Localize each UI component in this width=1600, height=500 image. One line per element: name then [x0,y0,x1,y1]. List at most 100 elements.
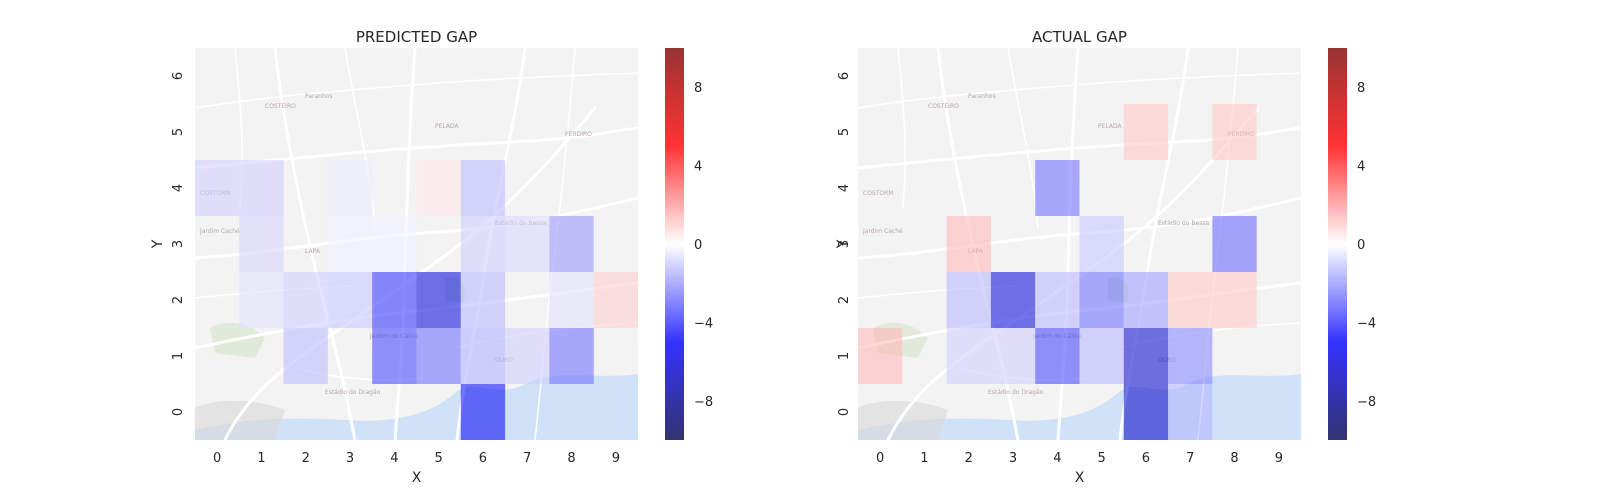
heatmap-cell [460,160,506,216]
heatmap-cell [1168,384,1213,440]
y-axis-label: Y [150,239,166,249]
colorbar-tick-label: −4 [1357,316,1376,331]
heatmap-cell [1035,328,1080,384]
chart-title: PREDICTED GAP [356,28,477,46]
x-tick-labels: 0 1 2 3 4 5 6 7 8 9 [213,451,620,466]
heatmap-cell [1035,272,1080,328]
x-tick-labels: 0 1 2 3 4 5 6 7 8 9 [876,451,1283,466]
colorbar-tick-label: 8 [1357,81,1365,96]
chart-title: ACTUAL GAP [1032,28,1127,46]
heatmap-cell [416,272,461,328]
heatmap-cells [858,104,1257,440]
x-tick-label: 3 [1009,451,1017,466]
heatmap-cell [549,216,594,272]
y-tick-labels: 0 1 2 3 4 5 6 [171,72,186,416]
x-tick-label: 7 [523,451,531,466]
heatmap-cell [549,328,594,384]
y-tick-label: 5 [837,128,852,136]
x-axis-label: X [1075,470,1085,486]
colorbar-tick-label: 0 [1357,238,1365,253]
y-tick-label: 3 [171,240,186,248]
heatmap-cell [946,272,991,328]
map-area [193,46,640,442]
y-tick-label: 4 [171,184,186,192]
y-axis-label: Y [835,239,851,249]
heatmap-cell [593,272,638,328]
x-tick-label: 6 [1142,451,1150,466]
heatmap-cell [990,272,1036,328]
heatmap-cell [239,216,284,272]
x-tick-label: 2 [965,451,973,466]
heatmap-cell [1079,328,1124,384]
x-tick-label: 3 [346,451,354,466]
x-tick-label: 8 [1230,451,1238,466]
heatmap-cell [1212,104,1257,160]
y-tick-label: 0 [171,408,186,416]
colorbar-tick-labels: 8 4 0 −4 −8 [694,81,713,410]
heatmap-cell [1123,384,1169,440]
x-tick-label: 9 [1275,451,1283,466]
heatmap-cell [549,272,594,328]
y-tick-label: 5 [171,128,186,136]
x-tick-label: 1 [920,451,928,466]
x-tick-label: 2 [302,451,310,466]
heatmap-cell [1123,272,1169,328]
heatmap-cell [946,216,991,272]
colorbar-tick-label: −4 [694,316,713,331]
heatmap-cell [505,216,550,272]
heatmap-cell [1035,160,1080,216]
colorbar-tick-label: 4 [1357,160,1365,175]
heatmap-cell [1168,272,1213,328]
heatmap-cell [460,328,506,384]
x-tick-label: 5 [1098,451,1106,466]
heatmap-cell [327,216,373,272]
heatmap-cell [1212,272,1257,328]
heatmap-cell [416,328,461,384]
x-tick-label: 0 [876,451,884,466]
heatmap-panel-predicted: PREDICTED GAP 0 1 2 3 4 5 6 7 8 9 0 1 2 3 4 5 6 X Y 8 4 0… [150,28,713,486]
heatmap-cell [283,272,328,328]
colorbar: 8 4 0 −4 −8 [665,48,713,440]
colorbar: 8 4 0 −4 −8 [1328,48,1376,440]
heatmap-cell [1212,216,1257,272]
heatmap-cell [505,328,550,384]
x-tick-label: 0 [213,451,221,466]
heatmap-cell [1123,104,1169,160]
heatmap-cell [1123,328,1169,384]
colorbar-gradient [1328,48,1347,440]
heatmap-cell [195,160,240,216]
heatmap-cell [372,328,417,384]
x-tick-label: 9 [612,451,620,466]
colorbar-tick-label: 0 [694,238,702,253]
heatmap-cell [372,216,417,272]
y-tick-label: 3 [837,240,852,248]
y-tick-label: 0 [837,408,852,416]
colorbar-tick-label: 4 [694,160,702,175]
x-axis-label: X [412,470,422,486]
x-tick-label: 8 [567,451,575,466]
x-tick-label: 1 [257,451,265,466]
colorbar-tick-label: −8 [694,395,713,410]
heatmap-cell [239,160,284,216]
x-tick-label: 7 [1186,451,1194,466]
y-tick-label: 1 [837,352,852,360]
x-tick-label: 6 [479,451,487,466]
heatmap-cell [327,272,373,328]
heatmap-cell [372,272,417,328]
heatmap-cell [1079,216,1124,272]
y-tick-label: 6 [837,72,852,80]
heatmap-cell [460,384,506,440]
y-tick-label: 4 [837,184,852,192]
heatmap-cell [283,328,328,384]
colorbar-tick-label: −8 [1357,395,1376,410]
heatmap-cell [460,272,506,328]
colorbar-tick-labels: 8 4 0 −4 −8 [1357,81,1376,410]
heatmap-cell [990,328,1036,384]
colorbar-tick-label: 8 [694,81,702,96]
y-tick-label: 1 [171,352,186,360]
y-tick-label: 2 [171,296,186,304]
y-tick-label: 6 [171,72,186,80]
colorbar-gradient [665,48,684,440]
heatmap-cell [1079,272,1124,328]
